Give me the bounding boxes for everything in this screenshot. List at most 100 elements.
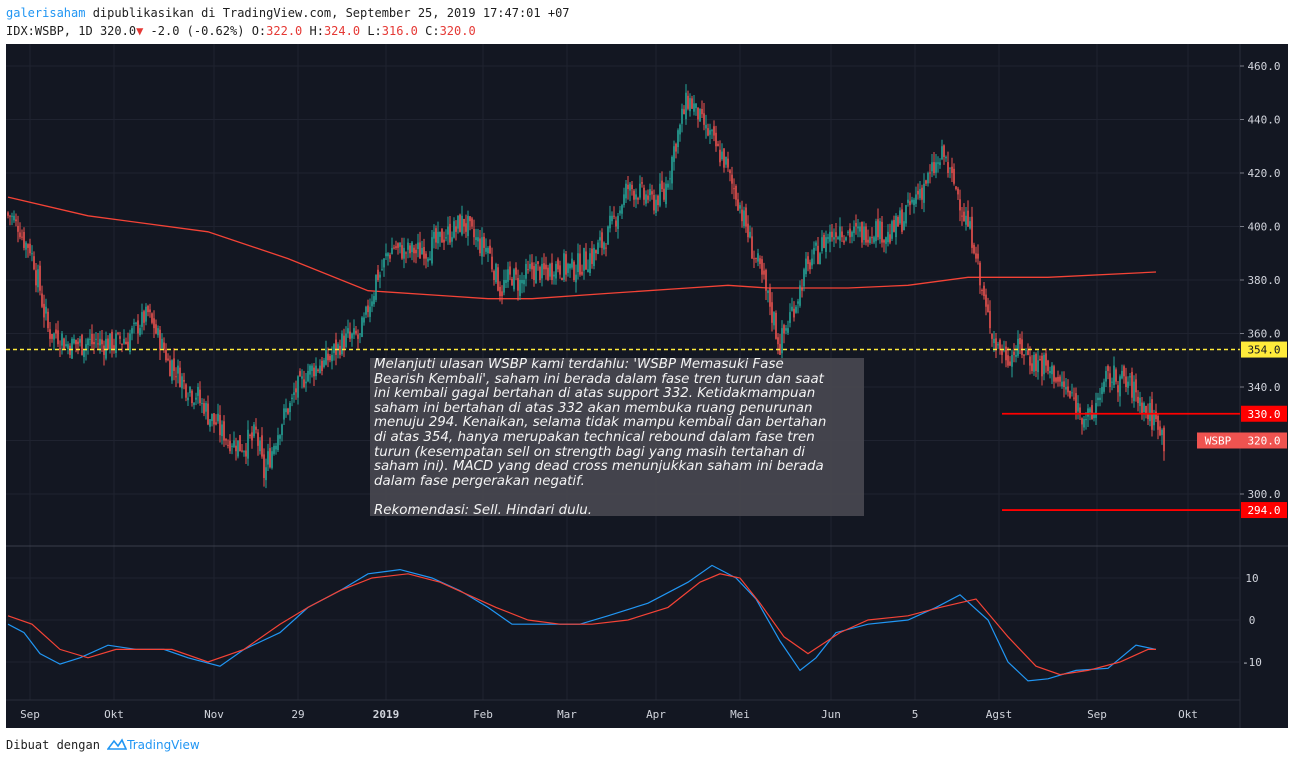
candle-body [395, 246, 397, 248]
candle-body [927, 173, 929, 184]
candle-body [287, 408, 289, 414]
candle-body [283, 408, 285, 420]
candle-body [1141, 402, 1143, 414]
note-line: Melanjuti ulasan WSBP kami terdahlu: 'WS… [374, 357, 784, 372]
candle-body [913, 199, 915, 206]
candle-body [1025, 349, 1027, 351]
candle-body [523, 280, 525, 285]
candle-body [819, 253, 821, 265]
candle-body [1145, 405, 1147, 414]
candle-body [191, 390, 193, 404]
candle-body [493, 271, 495, 280]
horizontal-levels[interactable]: 354.0 330.0 294.0 [6, 341, 1287, 519]
candle-body [807, 256, 809, 264]
candle-body [707, 128, 709, 136]
published-text: dipublikasikan di TradingView.com, Septe… [85, 6, 570, 20]
candle-body [203, 403, 205, 414]
candle-body [1015, 354, 1017, 357]
candle-body [541, 263, 543, 279]
recommendation: Rekomendasi: Sell. Hindari dulu. [374, 502, 593, 518]
candle-body [67, 344, 69, 349]
candle-body [91, 333, 93, 345]
candle-body [735, 185, 737, 200]
candle-body [197, 387, 199, 396]
candle-body [603, 242, 605, 250]
candle-body [207, 403, 209, 425]
candle-body [829, 231, 831, 242]
last-price: 320.0 [99, 24, 137, 38]
candle-body [851, 231, 853, 237]
candle-body [221, 424, 223, 437]
candle-body [841, 231, 843, 238]
candle-body [47, 311, 49, 329]
candle-body [1109, 373, 1111, 387]
candle-body [901, 209, 903, 232]
level-label: 330.0 [1247, 408, 1280, 421]
candle-body [889, 234, 891, 243]
candle-body [335, 339, 337, 355]
candle-body [989, 310, 991, 329]
candle-body [983, 285, 985, 297]
candle-body [979, 262, 981, 286]
candle-body [567, 263, 569, 273]
time-axis[interactable]: Sep Okt Nov 29 2019 Feb Mar Apr Mei Jun 5 Agst Sep Ok… [20, 708, 1198, 721]
candle-body [129, 333, 131, 352]
y-tick-label: 460.0 [1247, 60, 1280, 73]
candle-body [101, 339, 103, 345]
candle-body [729, 170, 731, 173]
candle-body [801, 287, 803, 291]
candle-body [189, 387, 191, 393]
candle-body [653, 195, 655, 211]
candle-body [531, 262, 533, 270]
candle-body [727, 158, 729, 168]
candle-body [703, 113, 705, 125]
candle-body [1113, 365, 1115, 386]
candle-body [793, 308, 795, 318]
candle-body [993, 338, 995, 344]
candle-body [397, 243, 399, 248]
candle-body [931, 162, 933, 172]
candle-body [643, 187, 645, 200]
candle-body [1105, 370, 1107, 382]
candle-body [479, 238, 481, 254]
candle-body [681, 108, 683, 124]
candle-body [965, 215, 967, 225]
candle-body [1007, 355, 1009, 366]
candle-body [407, 242, 409, 250]
x-tick-label: Okt [1178, 708, 1198, 721]
candle-body [213, 413, 215, 425]
candle-body [81, 334, 83, 355]
candle-body [441, 229, 443, 243]
candle-body [559, 265, 561, 275]
candle-body [1099, 397, 1101, 400]
candle-body [241, 450, 243, 452]
candle-body [1149, 403, 1151, 422]
candle-body [593, 247, 595, 267]
candle-body [173, 358, 175, 371]
candle-body [185, 384, 187, 398]
candle-body [137, 320, 139, 334]
candle-body [23, 232, 25, 248]
candle-body [747, 223, 749, 238]
candle-body [585, 251, 587, 270]
y-tick-label: 300.0 [1247, 488, 1280, 501]
candle-body [605, 247, 607, 249]
candle-body [1159, 426, 1161, 436]
candle-body [845, 237, 847, 241]
candle-body [181, 376, 183, 389]
x-tick-label: 2019 [373, 708, 400, 721]
candle-body [317, 369, 319, 371]
author-link[interactable]: galerisaham [6, 6, 86, 20]
candle-body [905, 205, 907, 224]
candle-body [555, 263, 557, 279]
price-axis[interactable]: 460.0 440.0 420.0 400.0 380.0 360.0 340.0 320.0… [1197, 60, 1287, 501]
x-tick-label: Okt [104, 708, 124, 721]
tradingview-link[interactable]: TradingView [127, 738, 200, 752]
candle-body [655, 199, 657, 213]
candle-body [815, 242, 817, 246]
candle-body [691, 98, 693, 109]
candle-body [701, 109, 703, 115]
candle-body [321, 360, 323, 371]
candle-body [65, 344, 67, 347]
x-tick-label: Sep [20, 708, 40, 721]
